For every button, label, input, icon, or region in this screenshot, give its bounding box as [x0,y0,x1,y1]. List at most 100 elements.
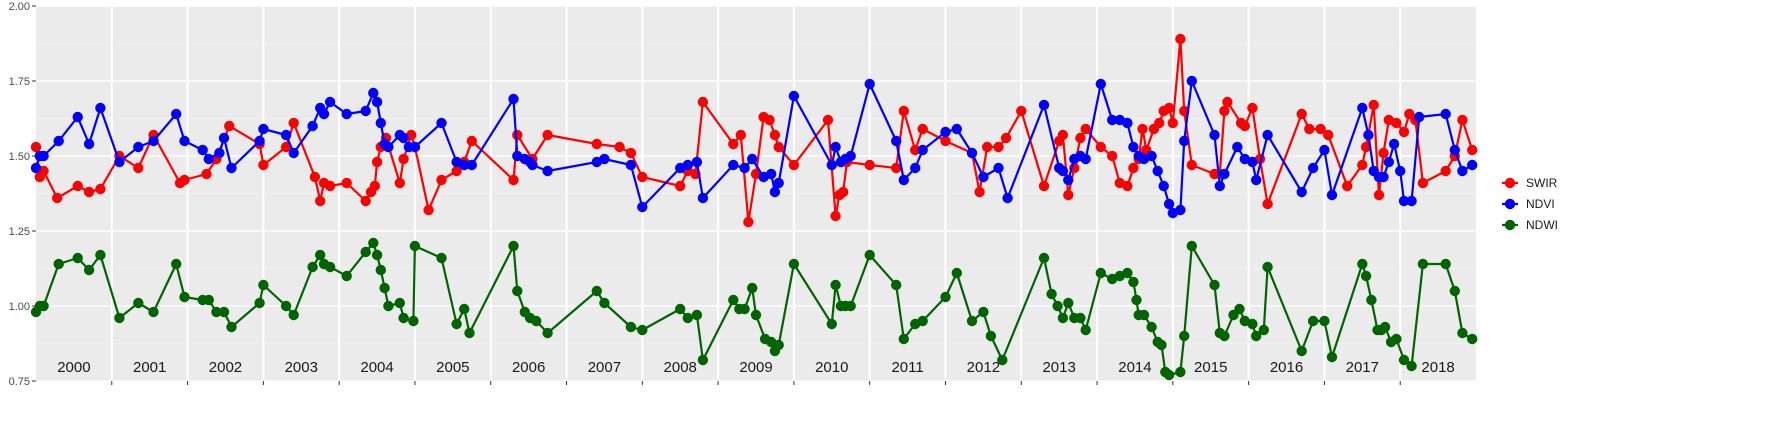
data-point-ndwi [739,303,750,315]
data-point-ndwi [864,249,875,261]
data-point-ndvi [226,162,237,174]
data-point-ndwi [951,267,962,279]
data-point-swir [1222,96,1233,108]
data-point-ndwi [226,321,237,333]
year-label: 2014 [1118,359,1151,376]
data-point-ndwi [691,309,703,321]
legend-item-swir: SWIR [1502,176,1558,190]
data-series [30,33,1478,381]
data-point-ndwi [1357,258,1368,270]
data-point-ndwi [845,300,856,312]
data-point-swir [773,141,784,153]
data-point-ndwi [1057,312,1069,324]
data-point-swir [614,141,625,153]
data-point-ndvi [360,105,371,117]
data-point-ndvi [254,135,265,147]
data-point-ndwi [360,246,371,258]
data-point-ndvi [864,78,875,90]
year-label: 2005 [436,359,469,376]
data-point-ndvi [1326,189,1338,201]
data-point-ndwi [826,318,837,330]
data-point-ndwi [1251,330,1262,342]
data-point-ndwi [1262,261,1273,273]
data-point-ndwi [375,264,386,276]
data-point-swir [743,216,754,228]
data-point-ndwi [307,261,318,273]
data-point-swir [1163,102,1175,114]
data-point-ndwi [1175,366,1186,378]
data-point-swir [675,180,686,192]
legend-key-dot [1504,177,1516,189]
data-point-swir [288,117,299,129]
data-point-ndwi [1131,294,1142,306]
year-label: 2017 [1346,359,1379,376]
data-point-ndwi [171,258,182,270]
data-point-ndwi [133,297,144,309]
data-point-ndwi [179,291,190,303]
year-label: 2018 [1421,359,1454,376]
data-point-ndwi [1219,330,1230,342]
data-point-ndvi [766,168,777,180]
data-point-ndvi [625,159,637,171]
y-tick-label: 1.50 [9,151,30,163]
data-point-ndwi [966,315,978,327]
data-point-ndwi [750,309,762,321]
data-point-ndvi [1232,141,1243,153]
data-point-swir [52,192,63,204]
data-point-swir [728,138,739,150]
data-point-ndvi [1395,165,1406,177]
data-point-swir [1128,162,1139,174]
data-point-ndvi [1319,144,1330,156]
data-point-ndwi [203,294,214,306]
data-point-ndvi [917,144,928,156]
data-point-swir [1373,189,1385,201]
data-point-ndvi [951,123,962,135]
data-point-ndwi [368,237,379,249]
data-point-swir [371,156,383,168]
data-point-ndwi [1063,297,1074,309]
data-point-ndvi [171,108,182,120]
data-point-ndvi [398,132,409,144]
data-point-swir [898,105,909,117]
data-point-ndwi [408,315,419,327]
data-point-swir [788,159,800,171]
year-label: 2006 [512,359,545,376]
data-point-swir [1378,147,1389,159]
data-point-ndwi [1307,315,1319,327]
data-point-ndvi [769,186,781,198]
data-point-ndvi [218,132,230,144]
data-point-ndvi [409,141,421,153]
legend-label: NDVI [1526,197,1555,211]
data-point-ndvi [691,156,703,168]
data-point-ndwi [682,312,693,324]
data-point-ndvi [1158,180,1169,192]
data-point-ndwi [341,270,352,282]
data-point-swir [764,114,775,126]
data-point-swir [1342,180,1353,192]
data-point-swir [625,147,637,159]
data-point-ndvi [148,135,159,147]
data-point-ndvi [1038,99,1050,111]
data-point-swir [341,177,352,189]
data-point-ndwi [394,297,405,309]
data-point-ndwi [512,285,523,297]
data-point-ndvi [1307,162,1319,174]
data-point-ndvi [83,138,95,150]
data-point-swir [1038,180,1050,192]
data-point-ndvi [910,162,921,174]
data-point-ndvi [95,102,106,114]
data-point-ndvi [697,192,709,204]
data-point-swir [982,141,993,153]
data-point-ndvi [966,147,978,159]
data-point-ndvi [788,90,800,102]
data-point-ndvi [318,108,330,120]
data-point-swir [1262,198,1273,210]
data-point-ndvi [1063,174,1074,186]
data-point-swir [423,204,434,216]
y-tick-label: 1.00 [9,301,30,313]
data-point-ndvi [508,93,519,105]
data-point-swir [1057,129,1069,141]
data-point-ndvi [1080,153,1091,165]
data-point-swir [1167,117,1179,129]
